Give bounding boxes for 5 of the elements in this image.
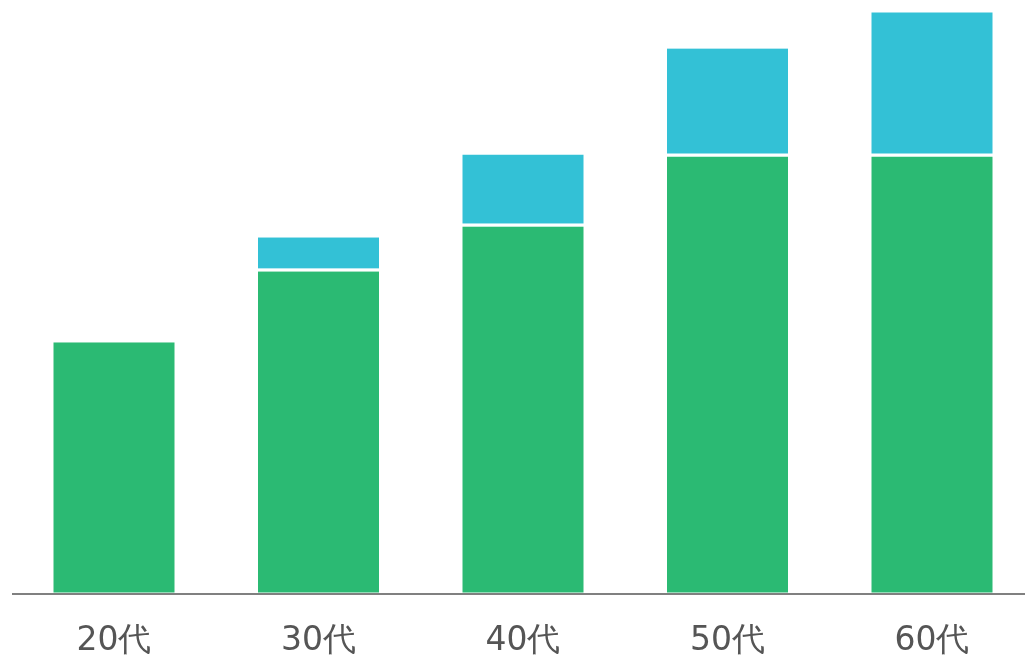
x-tick-label: 20代	[76, 619, 152, 656]
x-tick-label: 40代	[485, 619, 561, 656]
x-tick-label: 60代	[894, 619, 970, 656]
x-tick-label: 50代	[690, 619, 765, 656]
x-tick-label: 30代	[281, 619, 356, 656]
